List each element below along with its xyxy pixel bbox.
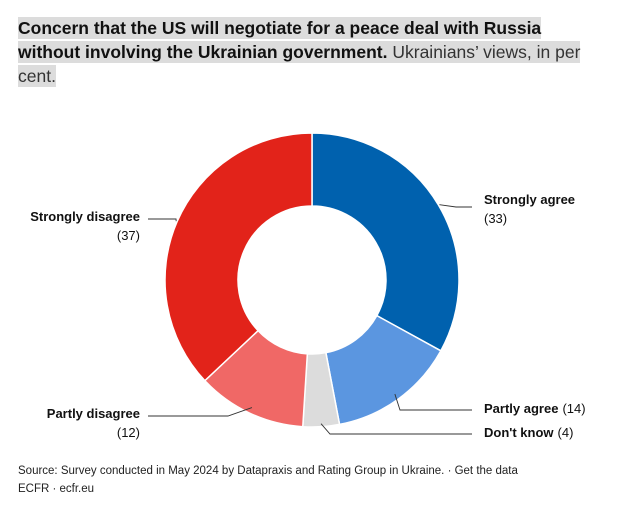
label-name: Partly disagree	[47, 406, 140, 421]
title-subtitle: Ukrainians’ views, in per cent.	[18, 42, 581, 86]
label-value: (12)	[117, 425, 140, 440]
label-partly-agree: Partly agree (14)	[484, 401, 586, 416]
label-don-t-know: Don't know (4)	[484, 425, 573, 440]
label-strongly-agree: Strongly agree (33)	[484, 192, 575, 226]
chart-footer: Source: Survey conducted in May 2024 by …	[18, 462, 518, 498]
leader-strongly-agree	[439, 204, 472, 208]
label-value: (4)	[558, 425, 574, 440]
label-value: (33)	[484, 211, 507, 226]
label-name: Strongly agree	[484, 192, 575, 207]
label-partly-disagree: Partly disagree (12)	[47, 406, 140, 440]
leader-strongly-disagree	[148, 218, 177, 222]
label-leaders	[148, 204, 472, 435]
slice-strongly-disagree	[164, 132, 313, 382]
label-name: Don't know	[484, 425, 554, 440]
source-note: Source: Survey conducted in May 2024 by …	[18, 465, 518, 477]
leader-partly-agree	[394, 393, 472, 411]
label-value: (37)	[117, 228, 140, 243]
leader-don-t-know	[320, 423, 472, 435]
credit-note: ECFR · ecfr.eu	[18, 483, 95, 495]
leader-partly-disagree	[148, 407, 253, 417]
slice-strongly-agree	[311, 132, 460, 352]
label-value: (14)	[562, 401, 585, 416]
title-bold: Concern that the US will negotiate for a…	[18, 18, 542, 62]
label-strongly-disagree: Strongly disagree (37)	[30, 209, 140, 243]
chart-title: Concern that the US will negotiate for a…	[18, 16, 602, 88]
label-name: Partly agree	[484, 401, 558, 416]
slice-labels: Strongly agree (33) Partly agree (14) Don't …	[30, 192, 585, 440]
donut-slices	[164, 132, 460, 428]
label-name: Strongly disagree	[30, 209, 140, 224]
